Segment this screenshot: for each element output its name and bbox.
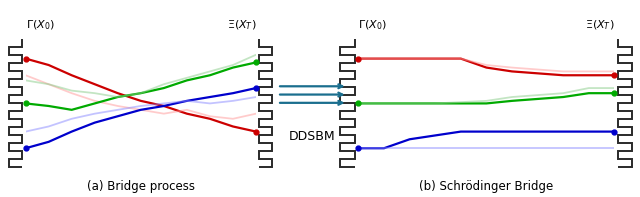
Text: DDSBM: DDSBM (289, 130, 335, 143)
Text: $\Xi(X_T)$: $\Xi(X_T)$ (227, 18, 256, 32)
Text: $\Gamma(X_0)$: $\Gamma(X_0)$ (358, 18, 387, 32)
Text: $\Gamma(X_0)$: $\Gamma(X_0)$ (26, 18, 54, 32)
Text: (a) Bridge process: (a) Bridge process (87, 180, 195, 193)
Text: $\Xi(X_T)$: $\Xi(X_T)$ (585, 18, 614, 32)
Text: (b) Schrödinger Bridge: (b) Schrödinger Bridge (419, 180, 554, 193)
